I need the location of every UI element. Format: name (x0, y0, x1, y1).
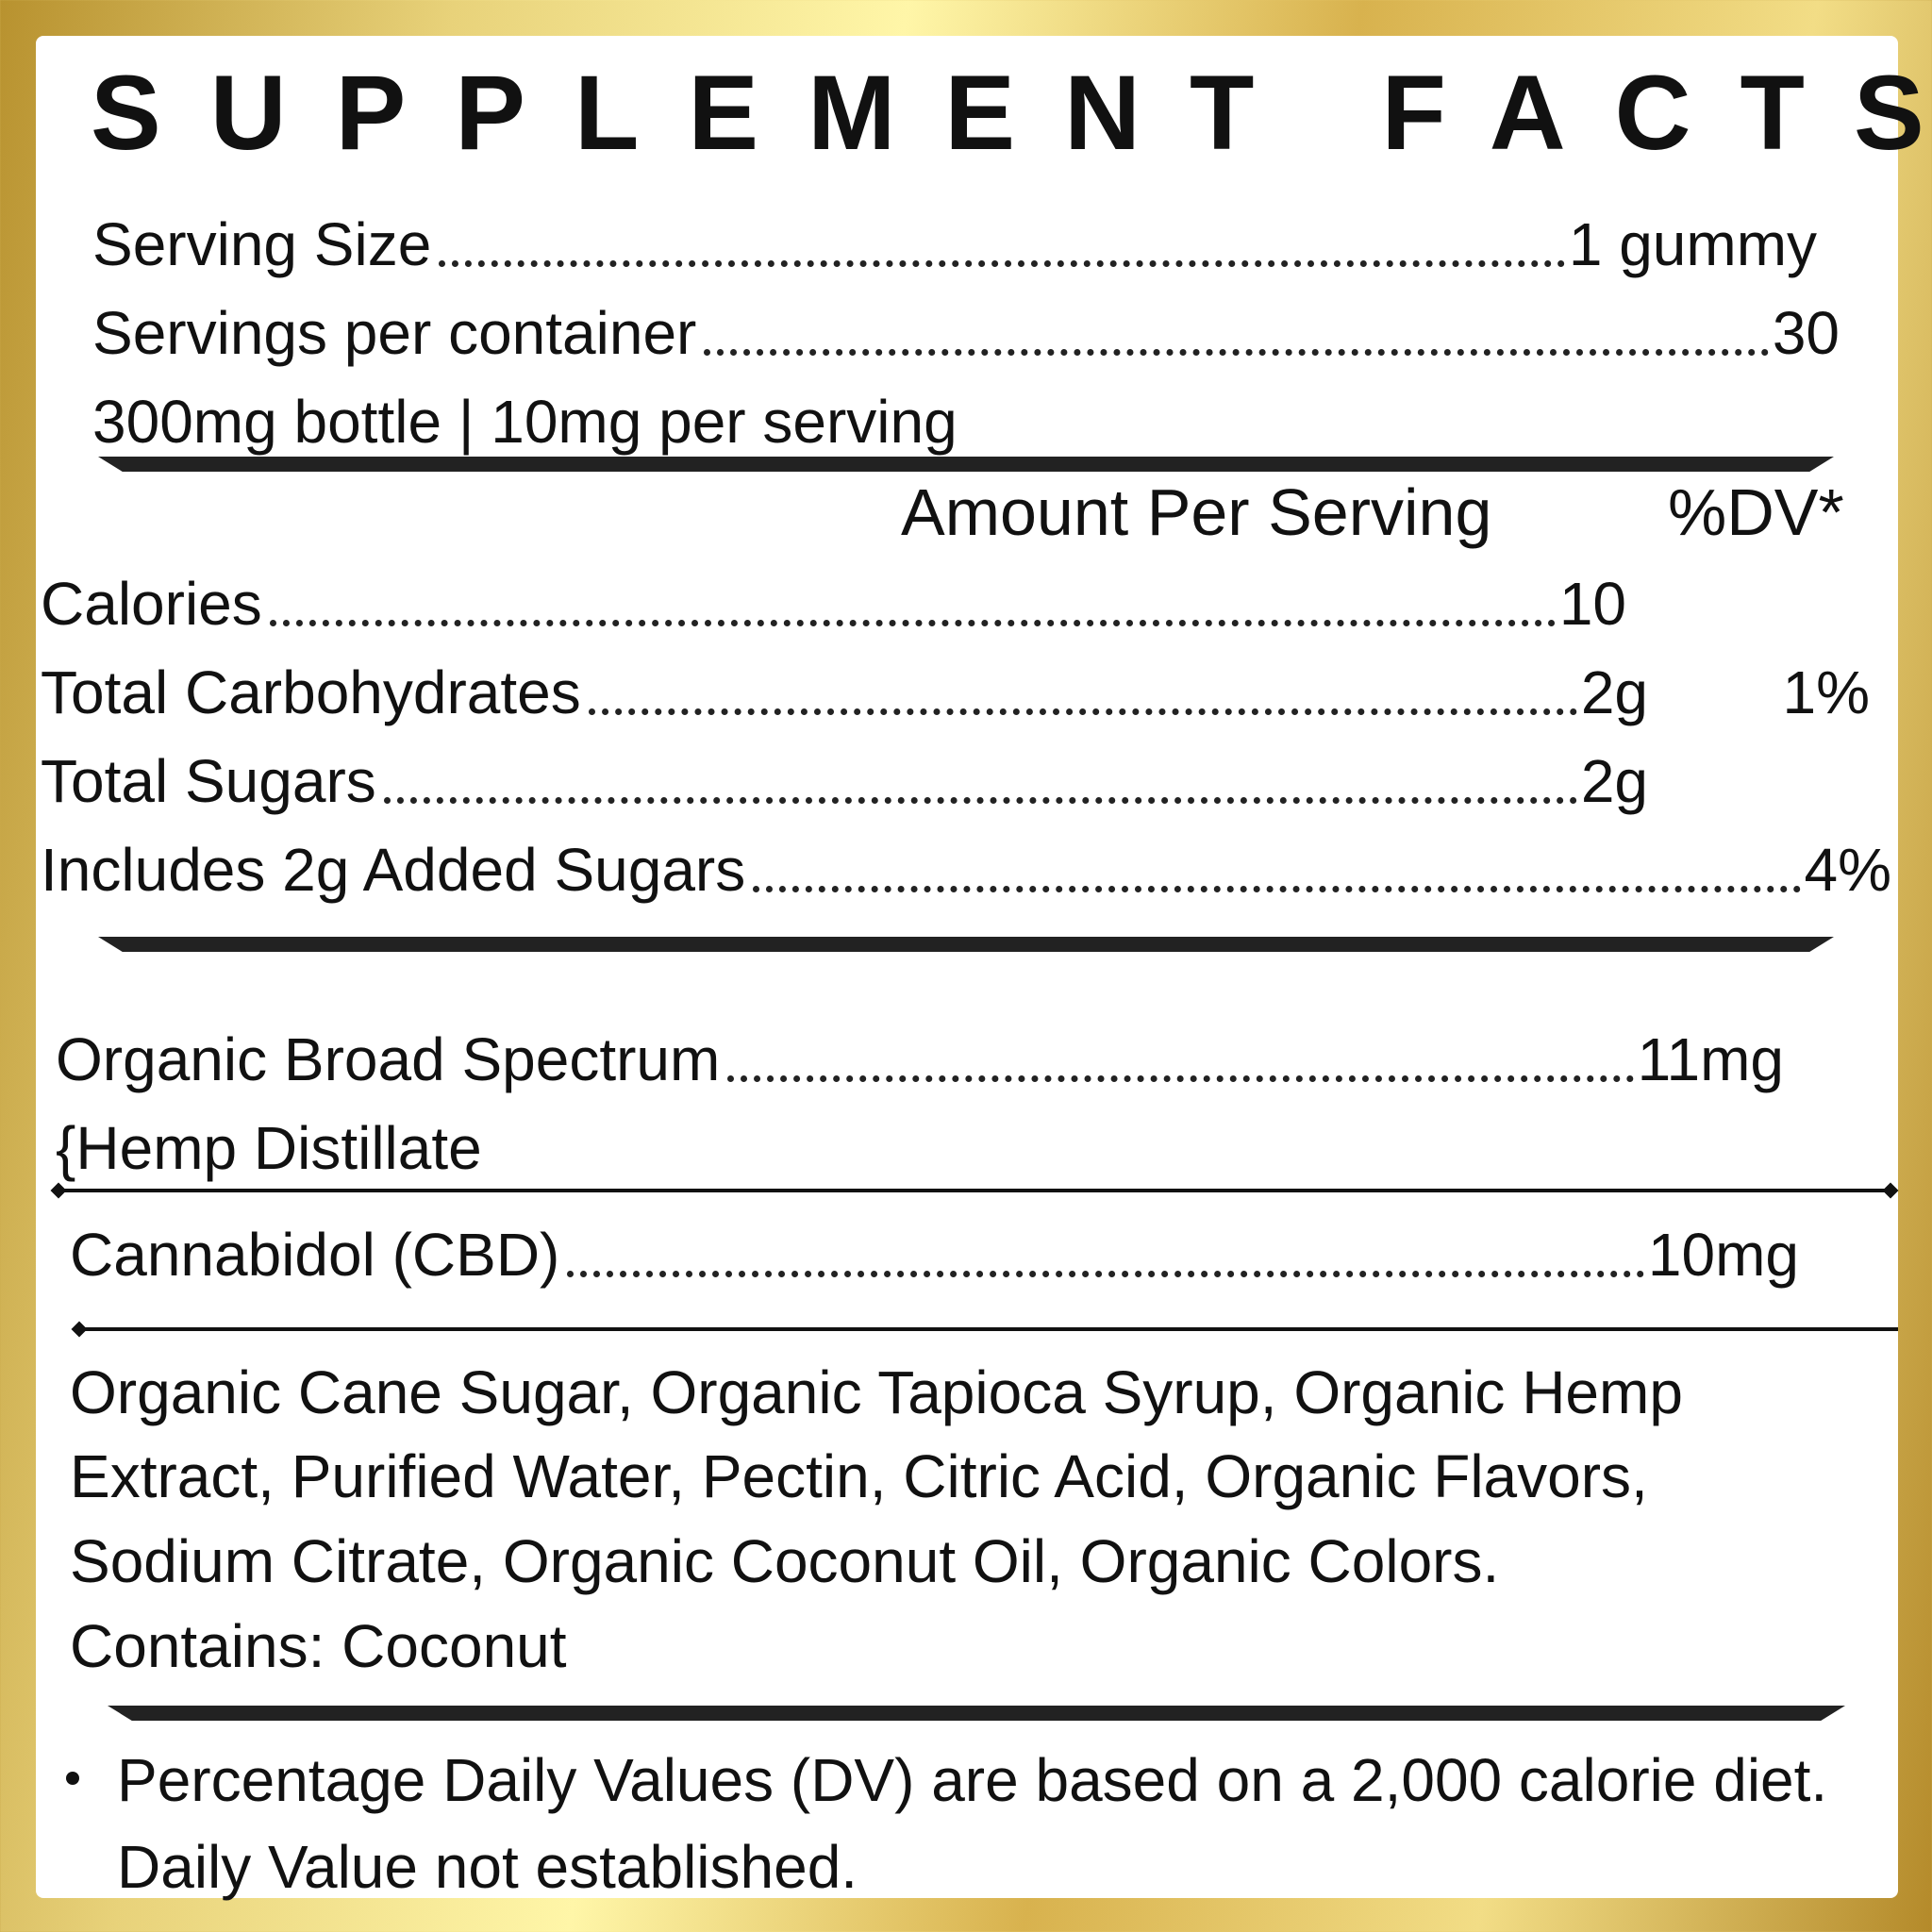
bullet (66, 1772, 79, 1785)
amount: 11mg (1637, 1025, 1784, 1093)
amount: 2g (1580, 658, 1648, 726)
ingredients-line: Contains: Coconut (70, 1612, 567, 1680)
cbd-row: Cannabidol (CBD) 10mg (70, 1217, 1799, 1292)
leader (567, 1271, 1644, 1277)
serving-size-row: Serving Size 1 gummy (92, 207, 1817, 282)
label: Cannabidol (CBD) (70, 1221, 560, 1289)
label: Servings per container (92, 299, 697, 367)
label: Total Sugars (41, 747, 376, 815)
dv-value: 1% (1782, 658, 1871, 726)
label: Total Carbohydrates (41, 658, 581, 726)
nutrient-row: Total Carbohydrates 2g (41, 655, 1648, 730)
dv-header: %DV* (1668, 475, 1844, 549)
ingredients-line: Organic Cane Sugar, Organic Tapioca Syru… (70, 1358, 1683, 1426)
divider-line (79, 1327, 1898, 1331)
amount: 10mg (1647, 1221, 1799, 1289)
label: Calories (41, 570, 262, 638)
leader (753, 886, 1801, 892)
value: 30 (1772, 299, 1840, 367)
leader (588, 708, 1577, 715)
label: Includes 2g Added Sugars (41, 836, 746, 904)
label-panel (36, 36, 1898, 1898)
footnote: Percentage Daily Values (DV) are based o… (117, 1746, 1828, 1901)
dv: 4% (1804, 836, 1892, 904)
extract-row: Organic Broad Spectrum 11mg (56, 1022, 1784, 1097)
nutrient-row: Total Sugars 2g (41, 743, 1648, 819)
divider-line (57, 1189, 1894, 1192)
value: 1 gummy (1568, 210, 1817, 278)
ingredients-line: Sodium Citrate, Organic Coconut Oil, Org… (70, 1527, 1500, 1595)
leader (704, 349, 1769, 356)
label: Serving Size (92, 210, 432, 278)
title: SUPPLEMENT FACTS (91, 54, 1932, 172)
label: Organic Broad Spectrum (56, 1025, 721, 1093)
servings-row: Servings per container 30 (92, 295, 1840, 371)
divider-bar (108, 1706, 1845, 1721)
leader (269, 620, 1556, 626)
extract-sublabel: {Hemp Distillate (56, 1114, 482, 1182)
leader (383, 797, 1577, 804)
ingredients-line: Extract, Purified Water, Pectin, Citric … (70, 1442, 1648, 1510)
amount-header: Amount Per Serving (901, 475, 1492, 549)
serving-note: 300mg bottle | 10mg per serving (92, 388, 958, 456)
leader (439, 260, 1565, 267)
nutrient-row: Includes 2g Added Sugars 4% (41, 832, 1891, 908)
nutrient-row: Calories 10 (41, 566, 1626, 641)
amount: 10 (1558, 570, 1626, 638)
divider-bar (98, 457, 1834, 472)
amount: 2g (1580, 747, 1648, 815)
leader (727, 1075, 1634, 1082)
divider-bar (98, 937, 1834, 952)
